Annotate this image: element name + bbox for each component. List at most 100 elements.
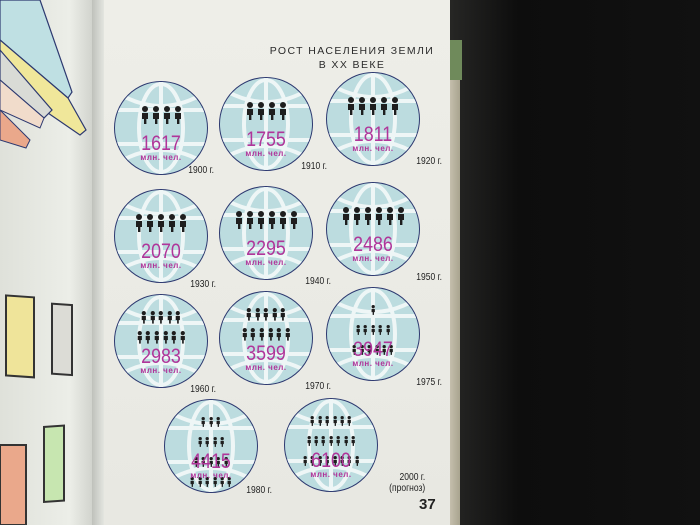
population-value: 1811: [353, 123, 393, 146]
population-value: 4415: [191, 450, 231, 473]
person-figures: [220, 102, 312, 125]
person-figures: [285, 413, 377, 471]
person-icon: [375, 342, 379, 360]
year-label: 1930 г.: [190, 279, 216, 290]
year-label: 1910 г.: [301, 161, 327, 172]
person-icon: [353, 207, 361, 230]
person-figures: [327, 97, 419, 120]
person-icon: [358, 97, 366, 120]
page-number: 37: [419, 496, 436, 513]
person-icon: [389, 342, 394, 360]
person-icon: [380, 97, 388, 120]
year-label: 1900 г.: [188, 165, 214, 176]
person-icon: [382, 342, 386, 360]
person-icon: [279, 211, 287, 234]
globe-2: 1811 млн. чел.: [326, 72, 420, 166]
book-cover-edge: [448, 40, 462, 80]
person-icon: [174, 106, 182, 129]
person-figures: [327, 207, 419, 230]
person-icon: [347, 97, 355, 120]
person-icon: [209, 454, 213, 472]
person-icon: [180, 331, 186, 349]
person-icon: [386, 207, 394, 230]
person-icon: [371, 302, 375, 320]
year-label: 1940 г.: [305, 276, 331, 287]
person-icon: [386, 322, 390, 340]
population-value: 6100: [311, 449, 351, 472]
globe-10: 6100 млн. чел.: [284, 398, 378, 492]
year-label: 1950 г.: [416, 272, 442, 283]
globe-3: 2070 млн. чел.: [114, 189, 208, 283]
person-icon: [242, 328, 248, 346]
population-unit: млн. чел.: [352, 144, 394, 153]
person-icon: [279, 102, 287, 125]
population-unit: млн. чел.: [190, 471, 232, 480]
population-unit: млн. чел.: [245, 149, 287, 158]
person-icon: [340, 453, 344, 471]
person-icon: [201, 414, 206, 432]
person-icon: [364, 207, 372, 230]
population-unit: млн. чел.: [245, 258, 287, 267]
person-icon: [321, 433, 326, 451]
person-icon: [307, 433, 311, 451]
person-icon: [171, 331, 177, 349]
person-icon: [179, 214, 187, 237]
person-icon: [290, 211, 298, 234]
person-figures: [220, 211, 312, 234]
person-icon: [351, 433, 355, 451]
person-icon: [344, 433, 348, 451]
person-icon: [163, 331, 169, 349]
person-figures: [165, 414, 257, 492]
person-icon: [146, 214, 154, 237]
person-icon: [205, 434, 209, 452]
person-icon: [246, 102, 254, 125]
person-icon: [325, 413, 329, 431]
person-icon: [333, 453, 337, 471]
population-unit: млн. чел.: [140, 261, 182, 270]
person-icon: [355, 453, 359, 471]
person-icon: [198, 434, 202, 452]
person-icon: [285, 328, 291, 346]
person-icon: [216, 454, 221, 472]
person-icon: [167, 311, 173, 329]
person-icon: [268, 328, 274, 346]
person-icon: [318, 413, 322, 431]
population-value: 2486: [353, 233, 393, 256]
person-icon: [318, 453, 322, 471]
person-icon: [375, 207, 383, 230]
person-icon: [235, 211, 243, 234]
person-icon: [378, 322, 383, 340]
person-icon: [150, 311, 156, 329]
person-icon: [135, 214, 143, 237]
population-value: 1755: [246, 128, 286, 151]
person-icon: [220, 474, 224, 492]
person-icon: [310, 453, 315, 471]
title-line-1: РОСТ НАСЕЛЕНИЯ ЗЕМЛИ: [269, 45, 435, 57]
person-icon: [314, 433, 318, 451]
year-label: 1975 г.: [416, 377, 442, 388]
person-icon: [175, 311, 181, 329]
person-icon: [367, 342, 371, 360]
left-page-graphics: [0, 0, 87, 525]
globe-4: 2295 млн. чел.: [219, 186, 313, 280]
person-icon: [268, 102, 276, 125]
globe-icon: [115, 82, 207, 174]
population-unit: млн. чел.: [352, 359, 394, 368]
person-icon: [333, 413, 337, 431]
person-icon: [369, 97, 377, 120]
globe-icon: [220, 78, 312, 170]
person-figures: [115, 214, 207, 237]
person-icon: [371, 322, 375, 340]
person-figures: [220, 308, 312, 346]
person-icon: [163, 106, 171, 129]
person-icon: [397, 207, 405, 230]
person-figures: [115, 311, 207, 349]
population-value: 2983: [141, 345, 181, 368]
person-icon: [363, 322, 368, 340]
person-icon: [145, 331, 151, 349]
year-label: 1980 г.: [246, 485, 272, 496]
person-icon: [272, 308, 278, 326]
globe-9: 4415 млн. чел.: [164, 399, 258, 493]
population-value: 3947: [353, 338, 393, 361]
person-icon: [303, 453, 307, 471]
